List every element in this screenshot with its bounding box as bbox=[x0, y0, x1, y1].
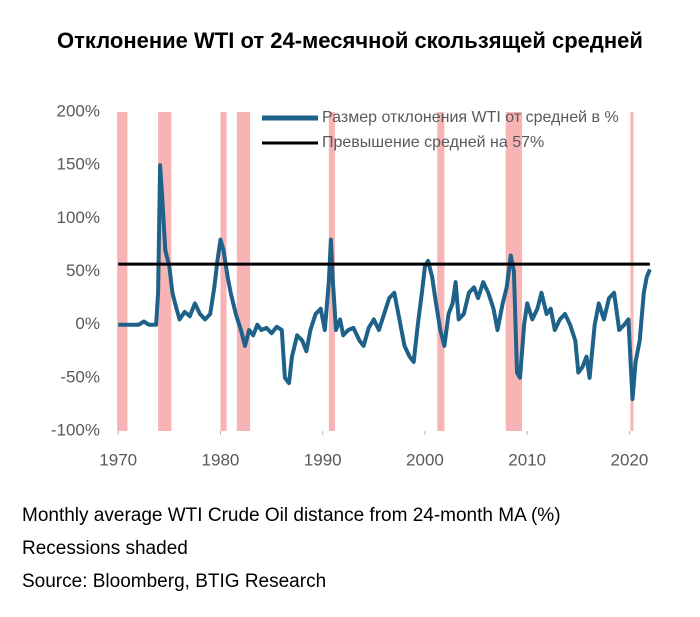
y-tick-label: 0% bbox=[75, 314, 100, 333]
y-tick-label: -50% bbox=[60, 367, 100, 386]
note: Source: Bloomberg, BTIG Research bbox=[22, 571, 326, 592]
x-tick-label: 2010 bbox=[508, 450, 546, 469]
recession-band bbox=[220, 112, 227, 431]
x-tick-label: 2000 bbox=[406, 450, 444, 469]
recession-band bbox=[437, 112, 445, 431]
series-line bbox=[118, 163, 652, 402]
legend-label: Размер отклонения WTI от средней в % bbox=[322, 109, 619, 126]
recession-band bbox=[117, 112, 128, 431]
x-tick-label: 2020 bbox=[611, 450, 649, 469]
x-tick-label: 1990 bbox=[304, 450, 342, 469]
note: Monthly average WTI Crude Oil distance f… bbox=[22, 505, 561, 526]
y-tick-label: 150% bbox=[57, 155, 100, 174]
y-tick-label: 50% bbox=[66, 261, 100, 280]
y-tick-label: 200% bbox=[57, 101, 100, 120]
chart-title: Отклонение WTI от 24-месячной скользящей… bbox=[57, 28, 643, 53]
recession-band bbox=[236, 112, 251, 431]
recession-band bbox=[630, 112, 634, 431]
x-tick-label: 1970 bbox=[99, 450, 137, 469]
y-tick-label: 100% bbox=[57, 208, 100, 227]
y-tick-label: -100% bbox=[51, 420, 100, 439]
note: Recessions shaded bbox=[22, 538, 188, 559]
x-tick-label: 1980 bbox=[202, 450, 240, 469]
legend-label: Превышение средней на 57% bbox=[322, 134, 544, 151]
